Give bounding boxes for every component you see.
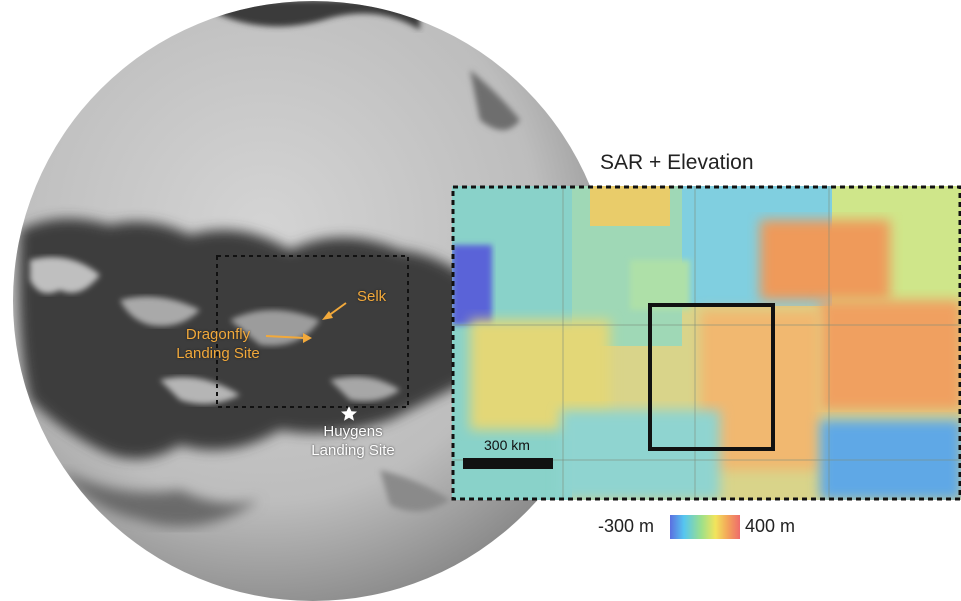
selk-label: Selk [357, 288, 387, 305]
huygens-label: Huygens Landing Site [303, 422, 403, 460]
selk-arrow [327, 302, 347, 317]
dragonfly-arrow [265, 335, 306, 339]
sar-elevation-panel [451, 185, 961, 501]
panel-title: SAR + Elevation [600, 151, 754, 174]
huygens-label-line2: Landing Site [311, 442, 395, 459]
elevation-colorbar [670, 515, 740, 539]
dragonfly-region-box [216, 255, 409, 408]
dragonfly-label-line1: Dragonfly [185, 326, 251, 343]
scale-bar-label: 300 km [484, 437, 530, 453]
dragonfly-site-box [648, 303, 775, 451]
dragonfly-label: Dragonfly Landing Site [168, 325, 268, 363]
panel-border [451, 185, 961, 501]
scale-bar [463, 458, 553, 469]
colorbar-max-label: 400 m [745, 516, 796, 536]
huygens-star-icon [341, 406, 357, 421]
dragonfly-label-line2: Landing Site [176, 345, 260, 362]
colorbar-min-label: -300 m [598, 516, 655, 536]
huygens-label-line1: Huygens [323, 423, 383, 440]
